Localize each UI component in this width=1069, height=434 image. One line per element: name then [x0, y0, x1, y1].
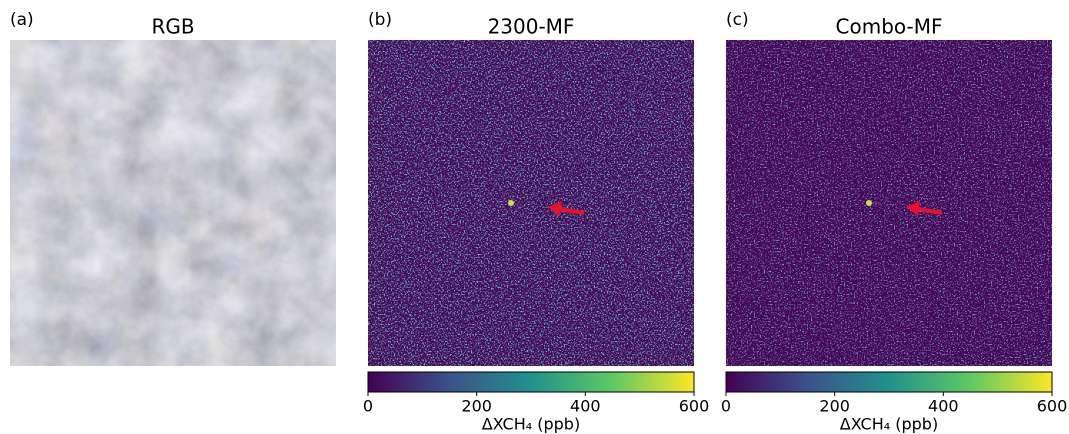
- methane-speckle: [368, 40, 694, 366]
- colorbar-tick-label: 400: [928, 397, 959, 416]
- colorbar-label: ΔXCH₄ (ppb): [840, 415, 938, 434]
- rgb-texture: [10, 40, 336, 366]
- colorbar: [368, 372, 694, 392]
- panel-label: (c): [726, 10, 749, 30]
- panel-label: (b): [368, 10, 392, 30]
- plume-source: [508, 200, 514, 206]
- figure: (a) RGB (b) 2300-MF 0 200 400 600 ΔXCH₄ (ppb) (c)…: [0, 0, 1069, 434]
- colorbar-label: ΔXCH₄ (ppb): [482, 415, 580, 434]
- colorbar: [726, 372, 1052, 392]
- panel-title: 2300-MF: [488, 15, 575, 39]
- colorbar-tick-label: 200: [819, 397, 850, 416]
- colorbar-tick-label: 600: [1037, 397, 1068, 416]
- colorbar-tick-label: 600: [679, 397, 710, 416]
- methane-speckle: [726, 40, 1052, 366]
- plume-source: [866, 200, 872, 206]
- panel-title: Combo-MF: [836, 15, 943, 39]
- colorbar-tick-label: 200: [461, 397, 492, 416]
- panel-title: RGB: [151, 15, 194, 39]
- colorbar-tick-label: 0: [363, 397, 373, 416]
- colorbar-tick-label: 0: [721, 397, 731, 416]
- colorbar-tick-label: 400: [570, 397, 601, 416]
- panel-label: (a): [10, 10, 34, 30]
